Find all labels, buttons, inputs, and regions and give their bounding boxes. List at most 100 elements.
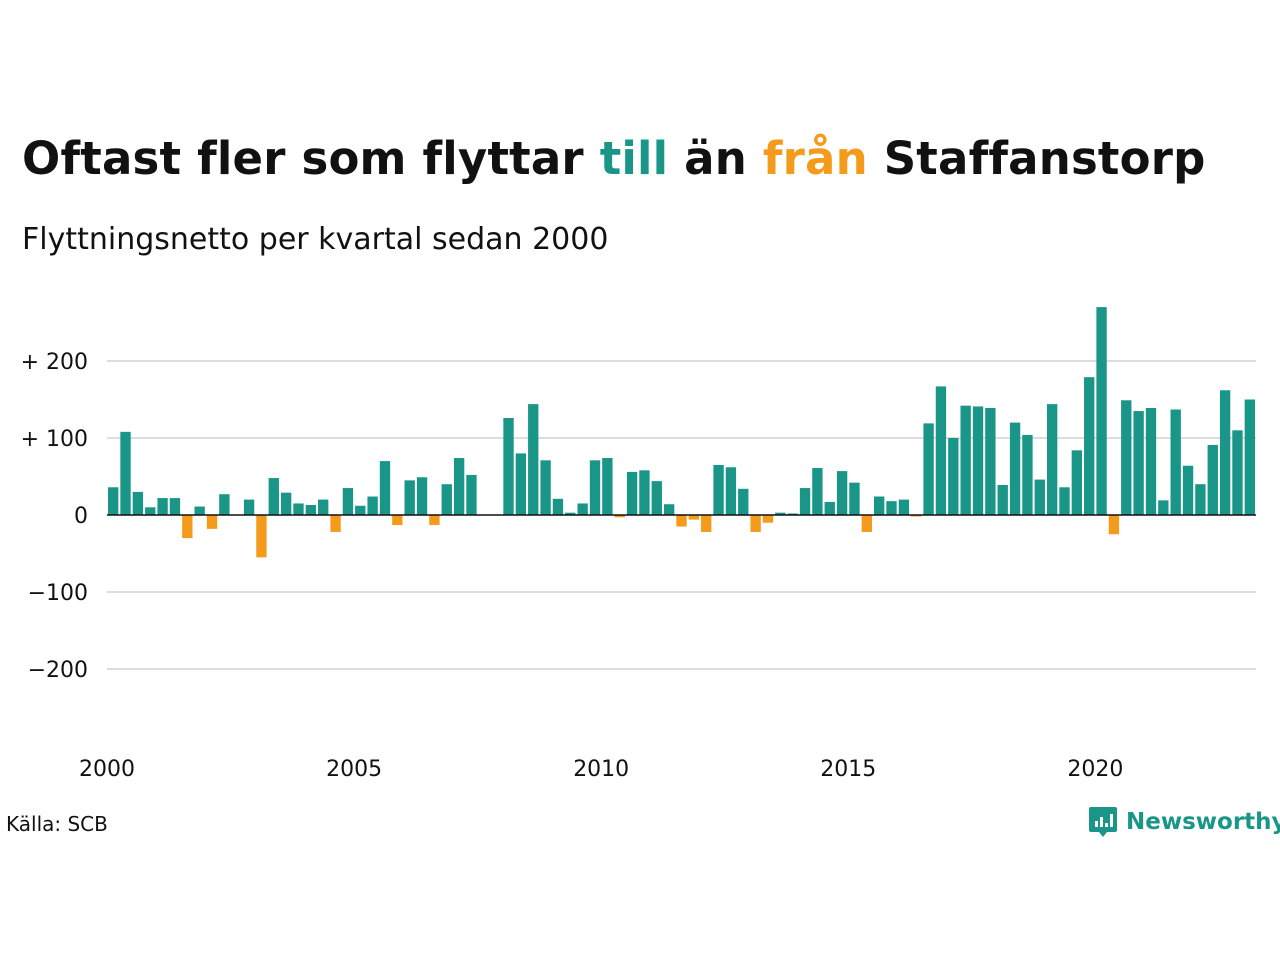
bar <box>836 471 848 515</box>
bar <box>738 488 749 515</box>
grid-lines <box>107 360 1256 670</box>
bar <box>552 498 564 515</box>
bar <box>1084 377 1095 515</box>
y-tick-label: −200 <box>28 658 88 683</box>
bar <box>614 515 625 518</box>
bar <box>367 496 378 515</box>
bar <box>453 458 465 515</box>
x-tick-label: 2020 <box>1067 757 1123 782</box>
y-tick-label: + 100 <box>21 427 88 452</box>
bar <box>972 406 984 515</box>
x-axis-labels: 2000 2005 2010 2015 2020 <box>79 757 1123 782</box>
bar <box>923 423 934 515</box>
bar <box>713 464 724 515</box>
x-tick-label: 2005 <box>326 757 382 782</box>
bar <box>416 477 428 515</box>
bar <box>1046 404 1058 515</box>
bar <box>1108 515 1120 535</box>
bar <box>626 471 638 515</box>
bar <box>1182 465 1194 515</box>
bar <box>1219 390 1231 515</box>
newsworthy-logo: Newsworthy <box>1088 805 1280 839</box>
bar <box>812 468 823 515</box>
brand-name: Newsworthy <box>1126 809 1280 835</box>
bar <box>219 494 230 515</box>
bar <box>528 404 539 515</box>
bar <box>194 506 205 515</box>
bar <box>182 515 193 539</box>
x-tick-label: 2015 <box>820 757 876 782</box>
bar <box>342 488 354 515</box>
bar <box>762 515 774 523</box>
bar <box>330 515 341 532</box>
bar <box>206 515 218 529</box>
bar <box>985 407 996 515</box>
bars <box>108 307 1255 558</box>
bar <box>1244 399 1255 515</box>
bar <box>1096 307 1107 515</box>
bar <box>997 484 1008 515</box>
bar <box>157 498 168 515</box>
bar <box>256 515 267 558</box>
bar <box>1158 500 1169 515</box>
bar <box>935 386 947 515</box>
y-tick-label: 0 <box>74 504 88 529</box>
bar <box>1145 407 1157 515</box>
y-tick-label: −100 <box>28 581 88 606</box>
chart-title: Oftast fler som flyttar till än från Sta… <box>22 132 1206 185</box>
bar <box>639 470 650 515</box>
bar <box>404 480 415 515</box>
bar <box>1207 444 1218 515</box>
bar <box>145 507 156 515</box>
bar <box>503 417 514 515</box>
bar <box>379 461 391 515</box>
y-tick-label: + 200 <box>21 350 88 375</box>
bar <box>725 467 737 515</box>
title-till: till <box>599 132 669 185</box>
bar <box>1071 450 1083 515</box>
bar <box>1170 409 1181 515</box>
chart-subtitle: Flyttningsnetto per kvartal sedan 2000 <box>22 222 609 257</box>
bar <box>1034 479 1045 515</box>
bar <box>515 453 527 515</box>
bar <box>849 482 860 515</box>
title-part-1: Oftast fler som flyttar <box>22 132 600 185</box>
bar <box>441 484 452 515</box>
bar <box>466 474 477 515</box>
bar-chart: + 200 + 100 0 −100 −200 2000 2005 2010 2015 2020 <box>21 307 1256 782</box>
title-part-2: än <box>668 132 763 185</box>
x-tick-label: 2010 <box>573 757 629 782</box>
bar <box>898 499 910 515</box>
bar <box>318 499 329 515</box>
newsworthy-icon <box>1089 807 1117 837</box>
bar <box>305 504 317 515</box>
title-fran: från <box>762 132 868 185</box>
bar <box>243 499 255 515</box>
bar <box>108 487 119 515</box>
bar <box>268 478 279 515</box>
bar <box>280 492 292 515</box>
bar <box>861 515 872 532</box>
bar <box>169 498 181 515</box>
bar <box>911 515 922 517</box>
bar <box>1195 484 1206 515</box>
bar <box>1121 400 1132 515</box>
bar <box>132 491 144 515</box>
x-tick-label: 2000 <box>79 757 135 782</box>
bar <box>1133 411 1144 515</box>
bar <box>1022 434 1033 515</box>
bar <box>589 460 601 515</box>
source-note: Källa: SCB <box>6 812 108 836</box>
bar <box>688 515 700 520</box>
bar <box>676 515 687 527</box>
bar <box>750 515 761 532</box>
bar <box>1059 487 1070 515</box>
bar <box>663 504 675 515</box>
bar <box>824 501 835 515</box>
bar <box>1232 430 1243 515</box>
y-axis-labels: + 200 + 100 0 −100 −200 <box>21 350 88 683</box>
bar <box>886 501 897 515</box>
bar <box>787 513 798 515</box>
bar <box>874 496 885 515</box>
bar <box>540 460 551 515</box>
